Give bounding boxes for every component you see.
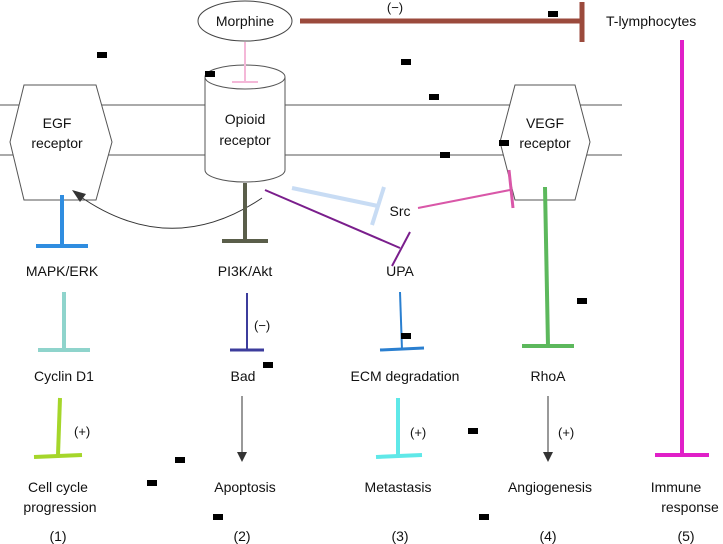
immune-response-label-line2: response	[661, 499, 719, 515]
rhoa-sign: (+)	[558, 425, 574, 440]
black-mark	[440, 152, 450, 158]
ecm-metastasis-bar	[375, 453, 423, 459]
opioid-src-bar	[370, 186, 386, 226]
cyclin-cell-bar	[33, 453, 83, 459]
angiogenesis-label: Angiogenesis	[508, 479, 592, 495]
upa-label: UPA	[386, 263, 414, 279]
opioid-egf-arrowhead	[72, 190, 86, 202]
column-number-3: (3)	[391, 528, 408, 544]
opioid-upa-bar	[391, 231, 411, 267]
column-number-5: (5)	[677, 528, 694, 544]
cyclin-sign: (+)	[74, 424, 90, 439]
rhoa-label: RhoA	[530, 368, 566, 384]
apoptosis-label: Apoptosis	[214, 479, 275, 495]
black-mark	[97, 52, 107, 58]
black-mark	[263, 362, 273, 368]
opioid-receptor-label-line1: Opioid	[225, 111, 265, 127]
mapk-erk-label: MAPK/ERK	[26, 263, 99, 279]
opioid-receptor-shape	[204, 77, 286, 183]
immune-response-label-line1: Immune	[651, 479, 702, 495]
t-lymphocytes-label: T-lymphocytes	[606, 13, 696, 29]
cell-cycle-label-line2: progression	[23, 499, 96, 515]
metastasis-label: Metastasis	[365, 479, 432, 495]
black-mark	[205, 71, 215, 77]
src-label: Src	[390, 203, 411, 219]
column-number-2: (2)	[233, 528, 250, 544]
cell-cycle-label-line1: Cell cycle	[28, 479, 88, 495]
bad-sign: (−)	[254, 318, 270, 333]
black-mark	[147, 480, 157, 486]
ecm-sign: (+)	[410, 425, 426, 440]
pi3k-akt-label: PI3K/Akt	[218, 263, 273, 279]
column-number-1: (1)	[49, 528, 66, 544]
upa-ecm-bar	[379, 346, 425, 352]
cyclin-d1-label: Cyclin D1	[34, 368, 94, 384]
upa-ecm-line	[399, 291, 403, 351]
black-mark	[577, 298, 587, 304]
black-mark	[429, 94, 439, 100]
egf-receptor-label-line1: EGF	[43, 115, 72, 131]
black-mark	[479, 514, 489, 520]
src-vegf-bar	[507, 169, 515, 209]
cyclin-cell-line	[56, 397, 62, 456]
vegf-receptor-label-line1: VEGF	[526, 115, 564, 131]
opioid-src-line	[291, 186, 379, 208]
black-mark	[548, 11, 558, 17]
morphine-label: Morphine	[216, 13, 275, 29]
morphine-t-sign: (−)	[387, 0, 403, 15]
opioid-upa-line	[264, 189, 401, 249]
vegf-receptor-label-line2: receptor	[519, 135, 571, 151]
black-mark	[499, 140, 509, 146]
bad-apoptosis-arrowhead	[237, 452, 247, 462]
black-mark	[213, 514, 223, 520]
vegf-rhoa-line	[543, 186, 550, 347]
src-vegf-line	[417, 189, 511, 209]
black-mark	[401, 333, 411, 339]
egf-receptor-shape	[9, 84, 113, 201]
black-mark	[401, 59, 411, 65]
opioid-egf-arrow	[77, 194, 263, 229]
opioid-receptor-label-line2: receptor	[219, 132, 271, 148]
ecm-degradation-label: ECM degradation	[351, 368, 460, 384]
egf-receptor-label-line2: receptor	[31, 135, 83, 151]
rhoa-angiogenesis-arrowhead	[543, 452, 553, 462]
black-mark	[468, 428, 478, 434]
column-number-4: (4)	[539, 528, 556, 544]
morphine-node	[197, 0, 293, 42]
bad-label: Bad	[231, 368, 256, 384]
black-mark	[175, 457, 185, 463]
